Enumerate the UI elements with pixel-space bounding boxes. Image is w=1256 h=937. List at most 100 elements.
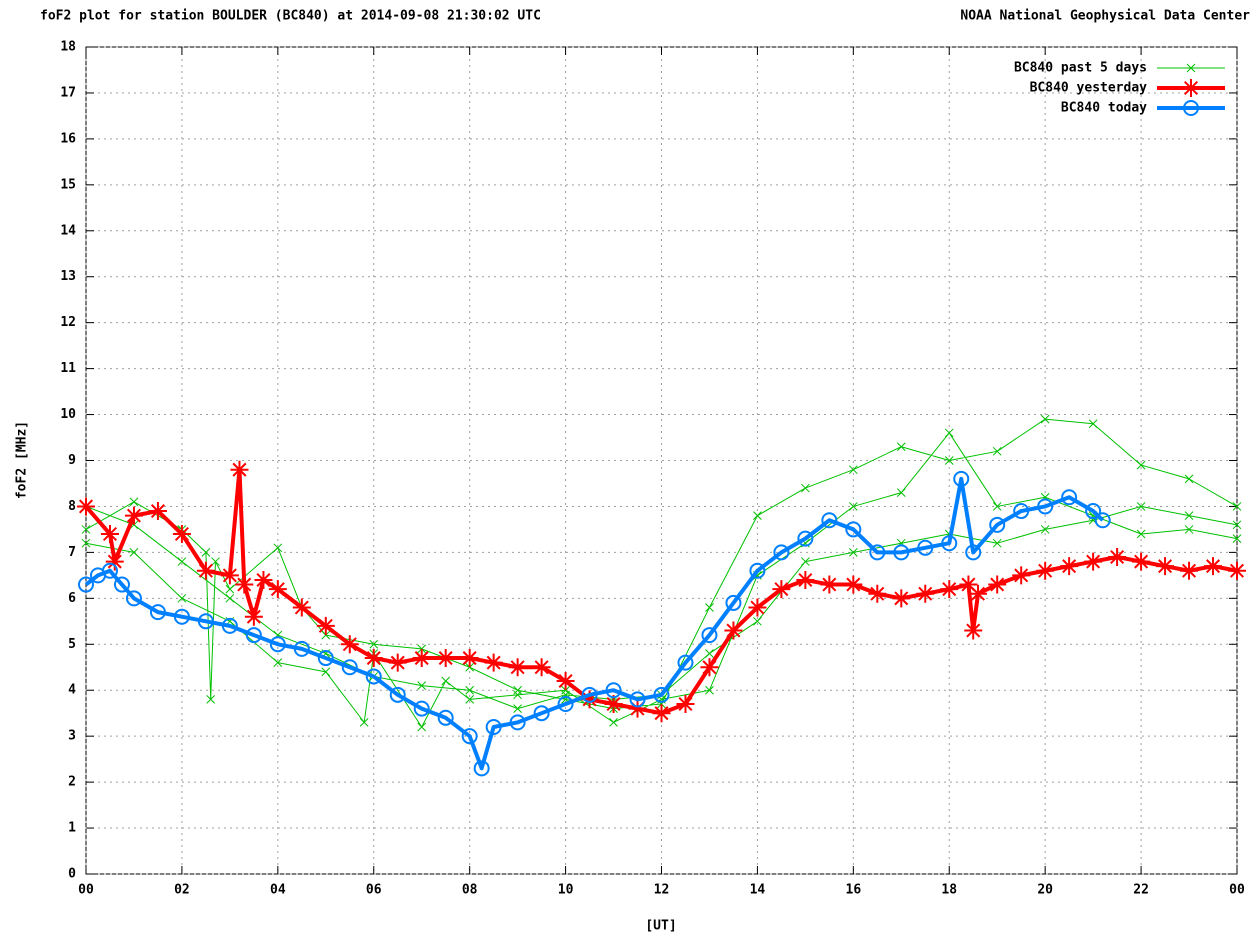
marker-star [940, 580, 959, 599]
marker-star [1228, 561, 1246, 580]
marker-circle [293, 640, 310, 657]
marker [892, 589, 911, 608]
marker [561, 685, 570, 695]
y-tick-label: 15 [60, 177, 76, 192]
marker-x [705, 685, 714, 695]
marker-x [465, 695, 475, 704]
marker-star [580, 690, 599, 709]
marker [460, 649, 479, 668]
marker [461, 728, 478, 745]
marker-circle [533, 705, 550, 722]
marker [513, 685, 522, 695]
marker [705, 649, 714, 658]
marker-star [748, 598, 767, 617]
marker-star [1060, 557, 1079, 576]
marker [197, 613, 214, 630]
marker-circle [941, 535, 958, 552]
marker-x [1232, 520, 1242, 530]
marker-x [992, 538, 1002, 548]
marker [1232, 502, 1242, 511]
x-tick-label: 14 [750, 883, 766, 898]
marker [652, 704, 671, 723]
marker-x [896, 488, 906, 498]
y-tick-label: 9 [68, 453, 76, 468]
marker-star [772, 580, 791, 599]
marker [268, 580, 287, 599]
marker-circle [317, 650, 334, 667]
marker [1085, 503, 1102, 520]
marker-circle [581, 686, 598, 703]
marker [508, 658, 527, 677]
x-axis-label: [UT] [645, 919, 676, 934]
marker [705, 603, 714, 612]
marker-star [220, 566, 239, 585]
marker-star [316, 616, 335, 635]
marker-x [81, 538, 91, 548]
marker-circle [78, 576, 94, 593]
marker [413, 700, 430, 717]
marker [604, 695, 623, 714]
marker-star [230, 460, 249, 479]
x-tick-label: 18 [941, 883, 957, 898]
marker [321, 667, 331, 677]
y-tick-label: 2 [68, 775, 76, 790]
y-tick-label: 5 [68, 637, 76, 652]
marker-circle [461, 728, 478, 745]
marker-circle [677, 654, 694, 671]
marker [1228, 561, 1246, 580]
marker [1084, 552, 1103, 571]
marker [364, 649, 383, 668]
marker [1180, 561, 1199, 580]
marker-star [1156, 557, 1175, 576]
marker [124, 506, 143, 525]
marker [245, 627, 262, 644]
marker-circle [1013, 503, 1030, 520]
marker-star [868, 584, 887, 603]
marker-x [513, 690, 522, 700]
marker-circle [557, 696, 574, 713]
marker [532, 658, 551, 677]
marker-star [292, 598, 311, 617]
marker-x [1136, 529, 1146, 539]
marker-star [988, 575, 1007, 594]
marker-circle [245, 627, 262, 644]
marker-star [556, 672, 575, 691]
marker-x [1184, 511, 1194, 520]
marker-circle [629, 691, 646, 708]
marker [944, 456, 954, 465]
marker [628, 699, 647, 718]
marker-x [273, 658, 283, 668]
marker [78, 576, 94, 593]
marker [441, 676, 451, 686]
marker-star [1180, 561, 1199, 580]
marker-x [992, 502, 1002, 511]
marker [417, 644, 427, 654]
marker-circle [173, 608, 190, 625]
marker [196, 561, 215, 580]
marker-circle [869, 544, 886, 561]
marker-circle [413, 700, 430, 717]
marker-x [801, 483, 810, 493]
marker-x [417, 722, 427, 732]
marker [1040, 525, 1050, 534]
marker-x [1040, 525, 1050, 534]
marker-x [225, 584, 235, 594]
marker-x [177, 593, 187, 603]
y-axis-label: foF2 [MHz] [15, 421, 30, 499]
legend-label: BC840 past 5 days [1014, 61, 1147, 76]
marker [1036, 561, 1055, 580]
marker-star [1132, 552, 1151, 571]
marker [365, 668, 382, 685]
marker-circle [485, 718, 502, 735]
y-tick-label: 13 [60, 269, 76, 284]
marker-star [532, 658, 551, 677]
marker-star [969, 584, 988, 603]
marker [1060, 557, 1079, 576]
x-tick-label: 00 [1229, 883, 1245, 898]
marker [417, 722, 427, 732]
marker-circle [653, 686, 670, 703]
y-tick-label: 8 [68, 499, 76, 514]
marker-x [1232, 534, 1242, 543]
marker [1040, 414, 1050, 424]
marker [254, 570, 273, 589]
